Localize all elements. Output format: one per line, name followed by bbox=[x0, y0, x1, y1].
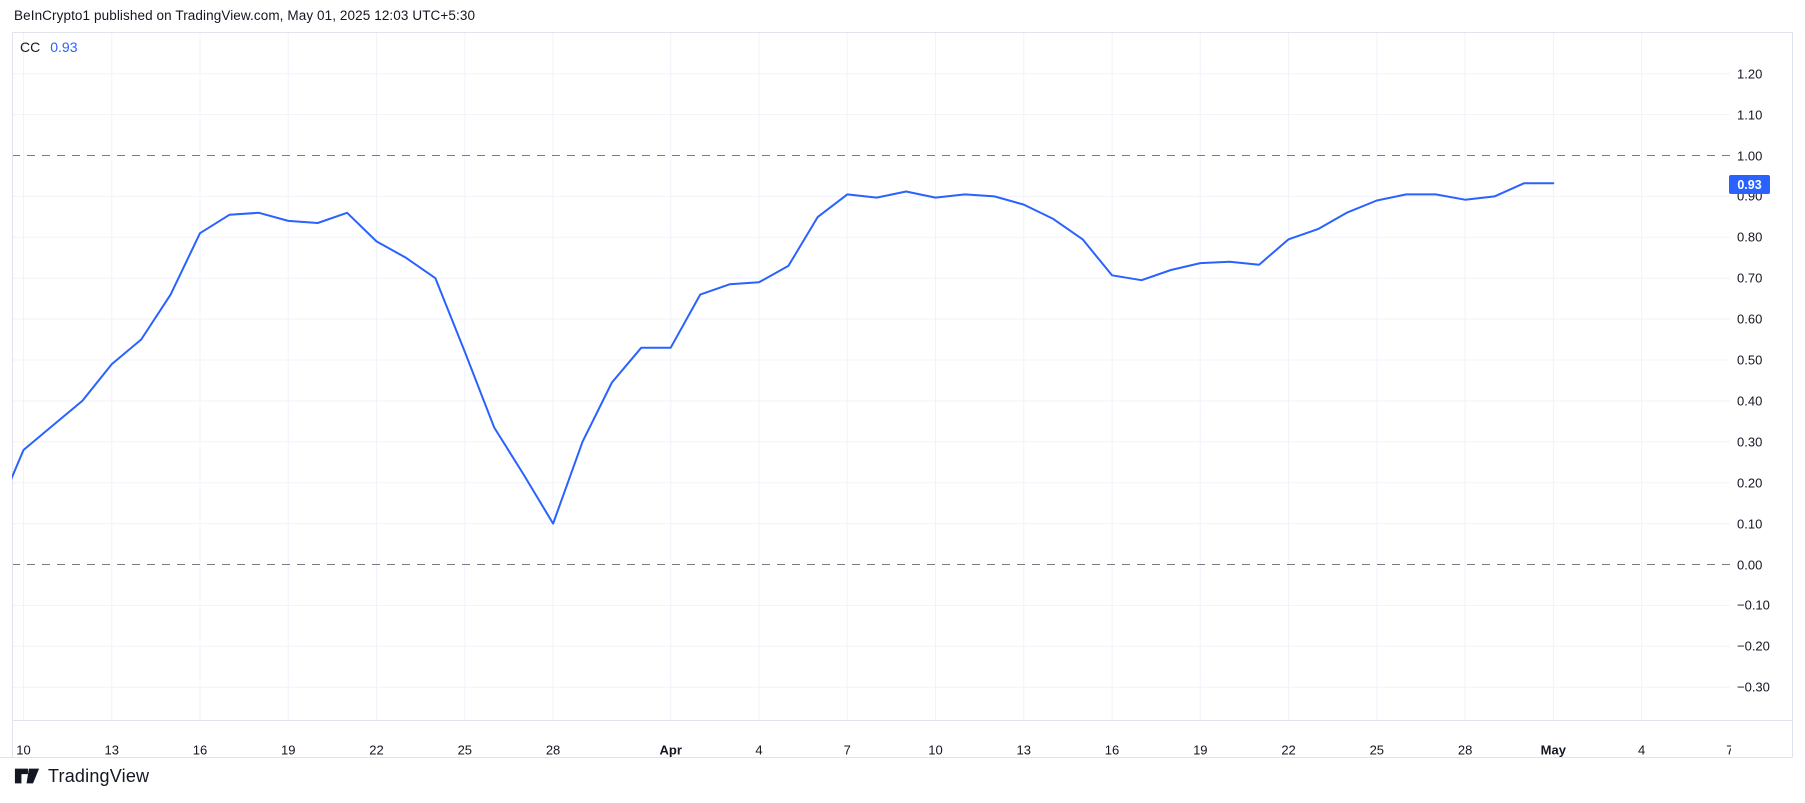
time-axis-label: 28 bbox=[1457, 742, 1473, 758]
indicator-value-label: 0.93 bbox=[50, 39, 78, 55]
time-axis-label: 4 bbox=[755, 742, 763, 758]
time-axis-label: 7 bbox=[1726, 742, 1731, 758]
time-axis-label: Apr bbox=[659, 742, 682, 758]
last-price-badge: 0.93 bbox=[1729, 175, 1770, 194]
cc-series-line[interactable] bbox=[0, 182, 1555, 525]
tradingview-brand-label: TradingView bbox=[48, 765, 150, 786]
time-axis-label: 4 bbox=[1637, 742, 1646, 758]
time-axis-label: 22 bbox=[369, 742, 384, 758]
tradingview-attribution[interactable]: TradingView bbox=[14, 764, 149, 788]
tradingview-logo-icon bbox=[14, 768, 40, 784]
indicator-name-label: CC bbox=[20, 39, 41, 55]
indicator-legend[interactable]: CC 0.93 bbox=[20, 39, 77, 55]
time-axis-label: 13 bbox=[104, 742, 119, 758]
time-axis-label: 13 bbox=[1016, 742, 1031, 758]
time-axis-label: 22 bbox=[1281, 742, 1296, 758]
time-axis-label: 19 bbox=[1193, 742, 1208, 758]
time-axis[interactable]: 10 13 16 19 22 25 28 Apr 4 7 10 13 16 19 22 25 28 May 4 7 bbox=[0, 739, 1731, 761]
time-axis-label: 16 bbox=[1104, 742, 1120, 758]
time-axis-label: 25 bbox=[457, 742, 473, 758]
attribution-header: BeInCrypto1 published on TradingView.com… bbox=[14, 8, 476, 23]
time-axis-label: 19 bbox=[281, 742, 296, 758]
time-axis-label: 10 bbox=[928, 742, 943, 758]
time-axis-label: 25 bbox=[1369, 742, 1385, 758]
time-axis-label: May bbox=[1540, 742, 1566, 758]
time-axis-label: 16 bbox=[192, 742, 208, 758]
time-axis-label: 28 bbox=[545, 742, 561, 758]
time-axis-label: 7 bbox=[843, 742, 851, 758]
time-axis-label: 10 bbox=[16, 742, 31, 758]
